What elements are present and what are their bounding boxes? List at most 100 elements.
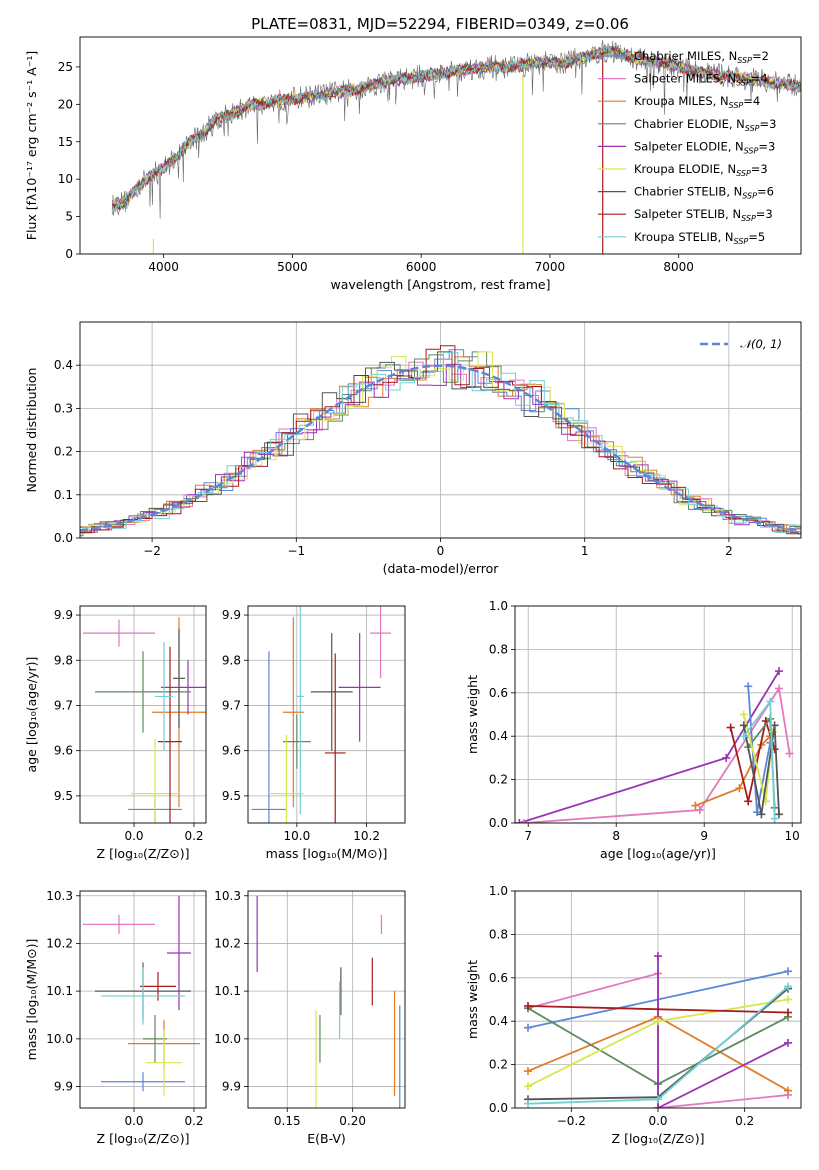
- legend: 𝒩(0, 1): [700, 337, 782, 351]
- y-axis-label: age [log₁₀(age/yr)]: [24, 657, 39, 773]
- data-point-errorbar: [83, 619, 155, 647]
- mass-weight-marker: [519, 819, 528, 823]
- axes-age_vs_Z: 0.0 0.2 9.5 9.6 9.7 9.8 9.9 Z [log₁₀(Z/Z⊙)] age …: [24, 605, 207, 861]
- y-tick-label: 9.7: [54, 698, 73, 712]
- mass-weight-marker: [775, 810, 783, 819]
- y-axis-label: mass weight: [465, 960, 480, 1039]
- y-axis-label: mass weight: [465, 675, 480, 754]
- mass-weight-marker: [784, 967, 792, 976]
- legend-entry: Kroupa ELODIE, NSSP=3: [634, 162, 768, 178]
- y-tick-label: 0.6: [489, 971, 508, 985]
- data-point-errorbar: [173, 628, 185, 729]
- model-spectrum-line: [111, 44, 801, 212]
- x-axis-label: wavelength [Angstrom, rest frame]: [330, 277, 550, 292]
- legend-entry: Salpeter MILES, NSSP=4: [634, 72, 768, 88]
- mass-weight-marker: [753, 808, 761, 817]
- legend-entry: Chabrier ELODIE, NSSP=3: [634, 117, 776, 133]
- legend-value: =3: [751, 162, 768, 176]
- data-point-errorbar: [95, 651, 191, 733]
- legend-entry: Kroupa MILES, NSSP=4: [634, 94, 760, 110]
- figure-title: PLATE=0831, MJD=52294, FIBERID=0349, z=0…: [251, 15, 629, 33]
- mass-weight-marker: [695, 805, 704, 814]
- y-axis-label: Normed distribution: [24, 368, 39, 493]
- y-tick-label: 15: [58, 135, 73, 149]
- x-tick-label: 5000: [277, 260, 308, 274]
- mass-weight-marker: [654, 1095, 662, 1104]
- gridlines: [515, 606, 801, 823]
- mass-weight-series-line: [523, 686, 791, 823]
- y-tick-label: 10.0: [214, 1032, 241, 1046]
- legend-value: =3: [756, 207, 773, 221]
- legend-entry: Salpeter ELODIE, NSSP=3: [634, 139, 775, 155]
- legend-subscript: SSP: [742, 192, 757, 201]
- data-point-errorbar: [324, 653, 346, 823]
- x-axis-label: Z [log₁₀(Z/Z⊙)]: [97, 1131, 190, 1146]
- axes-frame: [514, 890, 802, 1109]
- plot-area: [515, 891, 801, 1108]
- x-tick-label: 7: [524, 829, 532, 843]
- x-tick-label: 9: [700, 829, 708, 843]
- y-tick-label: 1.0: [489, 884, 508, 898]
- y-tick-label: 9.8: [54, 653, 73, 667]
- axes-weight_vs_Z: −0.2 0.0 0.2 0.0 0.2 0.4 0.6 0.8 1.0 Z [log₁₀(Z/Z…: [465, 884, 802, 1146]
- data-point-errorbar: [146, 1029, 182, 1097]
- data-point-errorbar: [268, 734, 304, 823]
- y-tick-label: 0.4: [54, 358, 73, 372]
- y-tick-label: 10.2: [214, 936, 241, 950]
- mass-weight-marker: [722, 753, 731, 762]
- mass-weight-marker: [739, 710, 748, 719]
- mass-weight-marker: [654, 1017, 662, 1026]
- y-tick-label: 1.0: [489, 599, 508, 613]
- mass-weight-marker: [524, 1023, 532, 1032]
- y-tick-label: 0.2: [489, 773, 508, 787]
- y-tick-label: 10: [58, 172, 73, 186]
- y-tick-label: 9.7: [222, 698, 241, 712]
- y-tick-label: 10.2: [46, 936, 73, 950]
- y-tick-label: 9.6: [54, 744, 73, 758]
- y-tick-label: 10.1: [46, 984, 73, 998]
- mass-weight-marker: [744, 682, 753, 691]
- mass-weight-marker: [784, 1008, 792, 1017]
- residual-histogram-step: [80, 345, 801, 536]
- plot-area: [80, 891, 206, 1108]
- legend-subscript: SSP: [744, 146, 759, 155]
- y-tick-label: 0.8: [489, 642, 508, 656]
- mass-weight-marker: [726, 723, 735, 732]
- mass-weight-marker: [515, 819, 524, 823]
- plot-area: [515, 606, 801, 823]
- y-axis-label: mass [log₁₀(M/M⊙)]: [24, 939, 39, 1061]
- axes-spectrum: 4000 5000 6000 7000 8000 0 5 10 15 20 25 wavelength…: [24, 36, 802, 292]
- mass-weight-marker: [654, 952, 662, 961]
- mass-weight-series-line: [742, 725, 780, 815]
- legend-entry: Chabrier MILES, NSSP=2: [634, 49, 769, 65]
- y-tick-label: 10.0: [46, 1032, 73, 1046]
- mass-weight-marker: [739, 732, 748, 741]
- x-axis-label: Z [log₁₀(Z/Z⊙)]: [97, 846, 190, 861]
- x-tick-label: −0.2: [557, 1114, 586, 1128]
- x-axis-label: age [log₁₀(age/yr)]: [600, 846, 716, 861]
- legend-subscript: SSP: [741, 214, 756, 223]
- data-point-errorbar: [161, 660, 206, 715]
- axes-frame: [247, 605, 406, 824]
- y-tick-label: 0.2: [489, 1058, 508, 1072]
- legend-value: =5: [748, 230, 765, 244]
- y-tick-label: 0: [65, 247, 73, 261]
- legend-value: =4: [743, 94, 760, 108]
- axes-weight_vs_age: 7 8 9 10 0.0 0.2 0.4 0.6 0.8 1.0 age [log₁₀(age/yr…: [465, 599, 802, 861]
- y-tick-label: 0.4: [489, 1014, 508, 1028]
- legend-subscript: SSP: [736, 79, 751, 88]
- x-tick-label: 0.15: [274, 1114, 301, 1128]
- x-tick-label: 4000: [148, 260, 179, 274]
- axes-mass_vs_ebv: 0.15 0.20 9.9 10.0 10.1 10.2 10.3 E(B-V): [214, 889, 406, 1146]
- gridlines: [248, 606, 405, 823]
- axes-residual_histogram: −2 −1 0 1 2 0.0 0.1 0.2 0.3 0.4 (data-model)/error…: [24, 321, 802, 576]
- mass-weight-marker: [735, 784, 744, 793]
- y-tick-label: 0.0: [54, 531, 73, 545]
- x-axis-label: Z [log₁₀(Z/Z⊙)]: [612, 1131, 705, 1146]
- x-axis-label: (data-model)/error: [383, 561, 500, 576]
- y-tick-label: 25: [58, 60, 73, 74]
- x-axis-label: E(B-V): [307, 1131, 346, 1146]
- x-tick-label: 0.20: [339, 1114, 366, 1128]
- mass-weight-marker: [524, 1099, 532, 1108]
